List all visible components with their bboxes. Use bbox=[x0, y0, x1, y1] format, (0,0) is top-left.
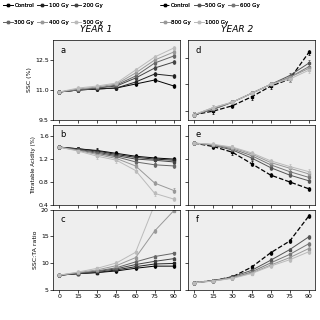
Text: b: b bbox=[60, 131, 66, 140]
Text: a: a bbox=[60, 46, 66, 55]
Text: e: e bbox=[196, 131, 201, 140]
Text: c: c bbox=[60, 215, 65, 224]
Text: YEAR 2: YEAR 2 bbox=[221, 25, 253, 34]
Text: f: f bbox=[196, 215, 198, 224]
Y-axis label: SSC:TA ratio: SSC:TA ratio bbox=[33, 230, 38, 269]
Legend: Control, 100 Gy, 200 Gy: Control, 100 Gy, 200 Gy bbox=[3, 3, 103, 8]
Legend: 300 Gy, 400 Gy, 500 Gy: 300 Gy, 400 Gy, 500 Gy bbox=[3, 20, 103, 25]
Text: YEAR 1: YEAR 1 bbox=[80, 25, 112, 34]
Y-axis label: SSC (%): SSC (%) bbox=[27, 68, 32, 92]
Y-axis label: Titratable Acidity (%): Titratable Acidity (%) bbox=[31, 136, 36, 194]
Legend: 800 Gy, 1000 Gy: 800 Gy, 1000 Gy bbox=[160, 20, 229, 25]
Text: d: d bbox=[196, 46, 201, 55]
Legend: Control, 500 Gy, 600 Gy: Control, 500 Gy, 600 Gy bbox=[160, 3, 260, 8]
